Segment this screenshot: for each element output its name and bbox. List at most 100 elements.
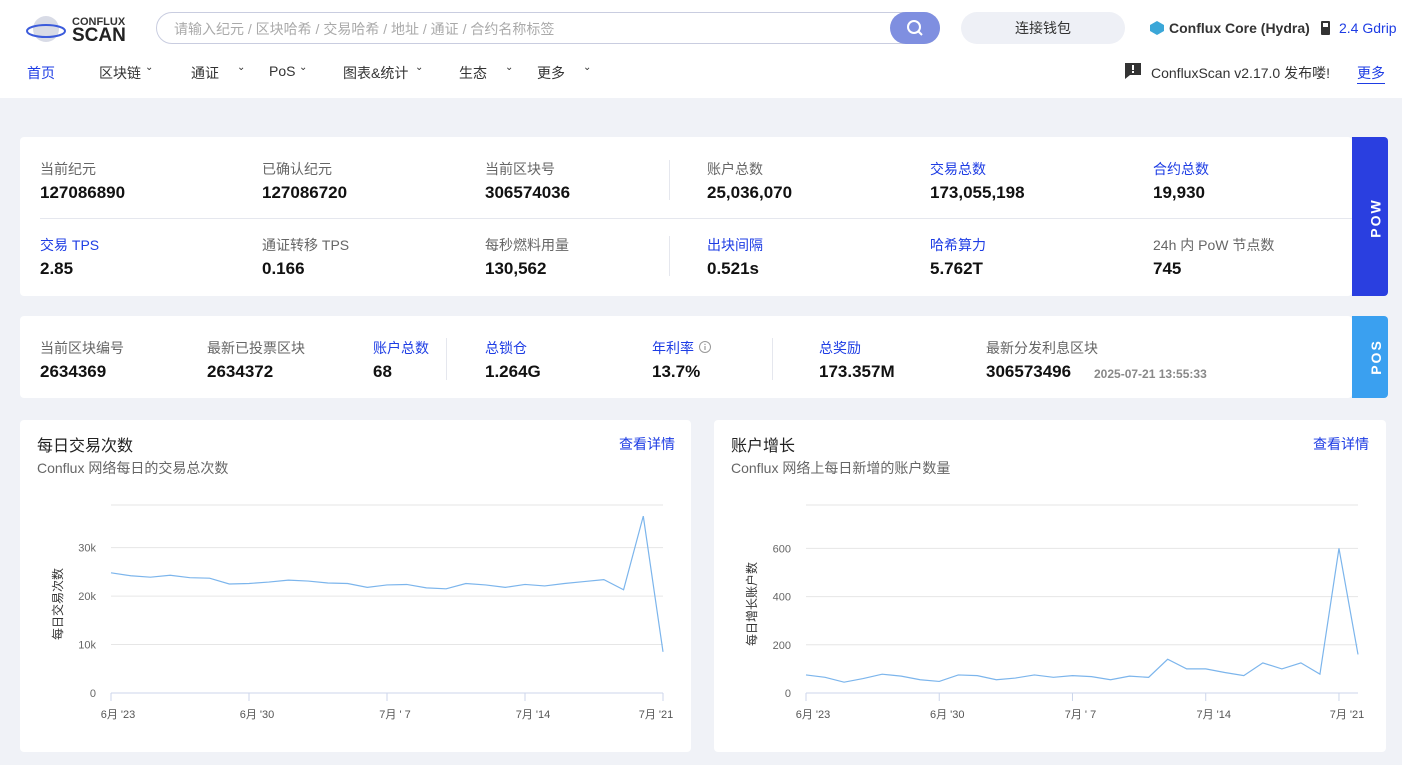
stat-value: 306574036 [485, 183, 571, 202]
chart-title: 账户增长 [731, 437, 795, 455]
stat-value: 2634369 [40, 362, 107, 381]
pos-tab[interactable] [1352, 316, 1388, 398]
y-tick-label: 20k [78, 591, 96, 603]
stat-label: 账户总数 [707, 161, 763, 177]
nav-item[interactable]: 区块链 [99, 65, 141, 81]
stat-label[interactable]: 账户总数 [373, 340, 429, 356]
stat-label: 当前纪元 [40, 161, 96, 177]
nav-caret: ⌄ [415, 62, 424, 73]
chart-title: 每日交易次数 [37, 437, 133, 455]
nav-caret: ⌄ [583, 62, 592, 73]
divider [669, 236, 670, 276]
stat-value: 68 [373, 362, 392, 381]
top-bar [0, 0, 1402, 98]
divider [669, 160, 670, 200]
x-tick-label: 6月 '30 [930, 709, 965, 721]
nav-caret: ⌄ [505, 62, 514, 73]
stat-label[interactable]: 年利率 [652, 340, 694, 356]
y-axis-title: 每日交易次数 [50, 568, 65, 640]
notice[interactable]: ConfluxScan v2.17.0 发布喽! [1151, 65, 1330, 81]
stat-value: 127086720 [262, 183, 348, 202]
pow-card [20, 137, 1352, 296]
chart-link[interactable]: 查看详情 [619, 436, 675, 452]
y-tick-label: 200 [773, 640, 791, 652]
stat-value: 306573496 [986, 362, 1072, 381]
network[interactable]: Conflux Core (Hydra) [1169, 20, 1310, 36]
nav-item[interactable]: 首页 [27, 65, 55, 81]
y-tick-label: 10k [78, 640, 96, 652]
divider [40, 218, 1352, 219]
search-button[interactable] [890, 12, 940, 44]
stat-value: 745 [1153, 259, 1182, 278]
stat-label[interactable]: 合约总数 [1153, 161, 1209, 177]
nav-caret: ⌄ [237, 62, 246, 73]
x-tick-label: 6月 '30 [240, 709, 275, 721]
logo-bottom: SCAN [72, 25, 126, 46]
nav-item[interactable]: 生态 [459, 65, 487, 81]
nav-item[interactable]: 图表&统计 [343, 65, 409, 81]
connect-wallet[interactable]: 连接钱包 [961, 12, 1125, 44]
stat-value: 2.85 [40, 259, 74, 278]
y-tick-label: 0 [90, 688, 96, 700]
pow-tab[interactable] [1352, 137, 1388, 296]
stat-label[interactable]: 总奖励 [819, 340, 861, 356]
line [805, 548, 1359, 683]
stat-label: 当前区块编号 [40, 340, 124, 356]
y-tick-label: 0 [785, 688, 791, 700]
x-tick-label: 7月 '21 [639, 709, 674, 721]
line [110, 515, 664, 652]
x-tick-label: 7月 ' 7 [1065, 709, 1096, 721]
y-axis-title: 每日增长账户数 [744, 562, 759, 646]
y-tick-label: 400 [773, 592, 791, 604]
stat-label: 当前区块号 [485, 161, 555, 177]
divider [772, 338, 773, 380]
x-tick-label: 7月 '21 [1330, 709, 1365, 721]
stat-label: 通证转移 TPS [262, 237, 350, 253]
y-tick-label: 600 [773, 543, 791, 555]
x-tick-label: 7月 '14 [516, 709, 551, 721]
x-tick-label: 6月 '23 [101, 709, 136, 721]
stat-label: 最新分发利息区块 [986, 340, 1098, 356]
stat-value: 5.762T [930, 259, 983, 278]
logo: CONFLUX SCAN [26, 16, 126, 46]
stat-label[interactable]: 出块间隔 [707, 237, 763, 253]
stat-label[interactable]: 哈希算力 [930, 237, 986, 253]
search-placeholder: 请输入纪元 / 区块哈希 / 交易哈希 / 地址 / 通证 / 合约名称标签 [174, 21, 555, 37]
nav-item[interactable]: 通证 [191, 65, 219, 81]
chart-subtitle: Conflux 网络每日的交易总次数 [37, 460, 228, 476]
notice-more[interactable]: 更多 [1357, 63, 1385, 84]
nav-item[interactable]: PoS [269, 63, 296, 79]
notice-icon [1125, 63, 1141, 79]
timestamp: 2025-07-21 13:55:33 [1094, 367, 1207, 381]
divider [446, 338, 447, 380]
stat-label[interactable]: 总锁仓 [485, 340, 527, 356]
stat-label: 每秒燃料用量 [485, 237, 569, 253]
x-tick-label: 7月 ' 7 [379, 709, 410, 721]
chart-link[interactable]: 查看详情 [1313, 436, 1369, 452]
gas-icon [1321, 21, 1330, 35]
nav-item[interactable]: 更多 [537, 65, 565, 81]
stat-value: 2634372 [207, 362, 274, 381]
nav-caret: ⌄ [145, 62, 154, 73]
chart-card [714, 420, 1386, 752]
stat-value: 0.521s [707, 259, 759, 278]
stat-label: 24h 内 PoW 节点数 [1153, 237, 1275, 253]
x-tick-label: 6月 '23 [796, 709, 831, 721]
x-tick-label: 7月 '14 [1196, 709, 1231, 721]
stat-label[interactable]: 交易总数 [930, 161, 986, 177]
logo-top: CONFLUX [72, 16, 126, 28]
pos-card [20, 316, 1352, 398]
stat-value: 19,930 [1153, 183, 1205, 202]
stat-value: 173,055,198 [930, 183, 1025, 202]
stat-label: 已确认纪元 [262, 161, 332, 177]
gas-price: 2.4 Gdrip [1339, 20, 1397, 36]
nav-caret: ⌄ [299, 62, 308, 73]
stat-value: 0.166 [262, 259, 305, 278]
info-icon[interactable] [698, 340, 712, 354]
chart-card [20, 420, 691, 752]
stat-value: 127086890 [40, 183, 126, 202]
stat-label[interactable]: 交易 TPS [40, 237, 100, 253]
stat-value: 1.264G [485, 362, 541, 381]
